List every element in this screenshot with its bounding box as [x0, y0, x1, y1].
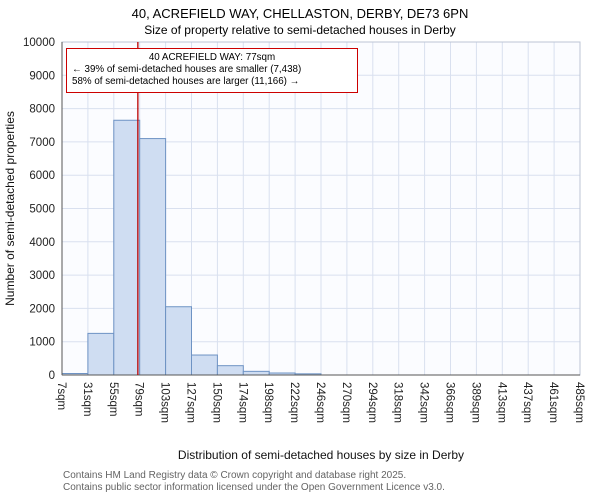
svg-text:7000: 7000: [29, 137, 55, 149]
y-axis-label: Number of semi-detached properties: [3, 111, 17, 306]
svg-text:2000: 2000: [29, 303, 55, 315]
histogram-bars: [61, 119, 322, 376]
svg-text:5000: 5000: [29, 204, 55, 216]
histogram-bar: [216, 365, 244, 376]
svg-text:342sqm: 342sqm: [418, 382, 430, 423]
svg-text:1000: 1000: [29, 337, 55, 349]
histogram-bar: [191, 354, 218, 376]
svg-text:246sqm: 246sqm: [314, 382, 326, 423]
x-tick-labels: 7sqm 31sqm 55sqm 79sqm 103sqm 127sqm 150sqm 174…: [55, 382, 585, 423]
svg-text:366sqm: 366sqm: [444, 382, 456, 423]
svg-text:174sqm: 174sqm: [236, 382, 248, 423]
svg-text:150sqm: 150sqm: [210, 382, 222, 423]
svg-text:413sqm: 413sqm: [495, 382, 507, 423]
svg-text:6000: 6000: [29, 170, 55, 182]
svg-text:3000: 3000: [29, 270, 55, 282]
svg-text:10000: 10000: [23, 37, 55, 49]
histogram-bar: [113, 119, 141, 376]
histogram-bar: [87, 332, 115, 376]
histogram-chart: 0 1000 2000 3000 4000 5000 6000 7000 8000 9000 100…: [3, 37, 585, 462]
svg-text:485sqm: 485sqm: [573, 382, 585, 423]
svg-text:31sqm: 31sqm: [81, 382, 93, 417]
svg-text:127sqm: 127sqm: [185, 382, 197, 423]
svg-text:55sqm: 55sqm: [107, 382, 119, 417]
footer-copyright-line: Contains HM Land Registry data © Crown c…: [63, 470, 407, 481]
svg-text:198sqm: 198sqm: [262, 382, 274, 423]
chart-subtitle: Size of property relative to semi-detach…: [144, 23, 456, 37]
footer: Contains HM Land Registry data © Crown c…: [63, 470, 445, 494]
annotation-smaller-stat: ← 39% of semi-detached houses are smalle…: [72, 64, 302, 76]
svg-text:461sqm: 461sqm: [547, 382, 559, 423]
histogram-bar: [165, 306, 193, 376]
svg-text:79sqm: 79sqm: [133, 382, 145, 417]
annotation-larger-stat: 58% of semi-detached houses are larger (…: [72, 76, 300, 88]
svg-text:294sqm: 294sqm: [366, 382, 378, 423]
y-tick-labels: 0 1000 2000 3000 4000 5000 6000 7000 8000 9000 100…: [23, 37, 55, 382]
property-annotation-box: 40 ACREFIELD WAY: 77sqm ← 39% of semi-de…: [66, 48, 358, 94]
svg-text:4000: 4000: [29, 237, 55, 249]
svg-text:103sqm: 103sqm: [159, 382, 171, 423]
x-axis-label: Distribution of semi-detached houses by …: [178, 448, 464, 462]
svg-text:222sqm: 222sqm: [288, 382, 300, 423]
annotation-property-label: 40 ACREFIELD WAY: 77sqm: [148, 52, 276, 63]
svg-text:7sqm: 7sqm: [55, 382, 67, 410]
svg-text:318sqm: 318sqm: [392, 382, 404, 423]
footer-licence-line: Contains public sector information licen…: [63, 482, 445, 493]
svg-text:9000: 9000: [29, 70, 55, 82]
svg-text:0: 0: [49, 370, 55, 382]
svg-text:8000: 8000: [29, 104, 55, 116]
histogram-bar: [139, 138, 167, 376]
svg-text:437sqm: 437sqm: [521, 382, 533, 423]
svg-text:389sqm: 389sqm: [469, 382, 481, 423]
histogram-bar: [242, 370, 270, 376]
chart-title: 40, ACREFIELD WAY, CHELLASTON, DERBY, DE…: [131, 6, 469, 21]
svg-text:270sqm: 270sqm: [340, 382, 352, 423]
